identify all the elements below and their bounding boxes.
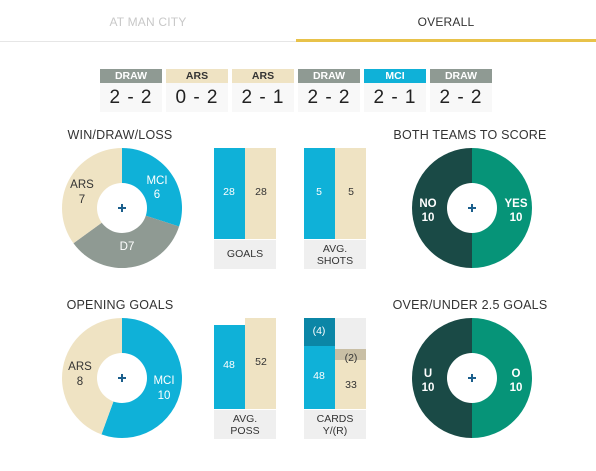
center-plus-icon (468, 204, 476, 212)
opening-goals-title: OPENING GOALS (66, 298, 174, 312)
cards-mci-red-bar (304, 318, 335, 346)
result-badge: DRAW (430, 69, 492, 83)
shots-ars-bar (335, 148, 366, 239)
tab-at-man-city[interactable]: AT MAN CITY (0, 0, 296, 42)
win-draw-loss-title: WIN/DRAW/LOSS (67, 128, 173, 142)
caption-line: CARDS (316, 413, 354, 425)
draw-slice (73, 208, 180, 268)
result-item: DRAW 2 - 2 (100, 69, 162, 112)
result-badge: MCI (364, 69, 426, 83)
btts-donut: YES 10 NO 10 (412, 148, 532, 268)
cards-mci-red-value: (4) (312, 325, 326, 337)
caption-line: AVG. (232, 413, 258, 425)
yes-label: YES (504, 198, 527, 210)
shots-mci-bar (304, 148, 335, 239)
mci-label: MCI (146, 175, 167, 187)
result-score: 2 - 2 (100, 83, 162, 112)
result-item: MCI 2 - 1 (364, 69, 426, 112)
result-item: ARS 0 - 2 (166, 69, 228, 112)
result-score: 2 - 1 (232, 83, 294, 112)
avg-poss-bars: 48 52 (214, 318, 276, 409)
over-value: 10 (510, 382, 523, 394)
goals-bars: 28 28 (214, 148, 276, 239)
result-score: 0 - 2 (166, 83, 228, 112)
result-badge: DRAW (100, 69, 162, 83)
result-score: 2 - 2 (298, 83, 360, 112)
tab-overall[interactable]: OVERALL (296, 0, 596, 42)
opening-goals-donut: MCI 10 ARS 8 (62, 318, 183, 438)
no-slice (412, 148, 472, 268)
goals-ars-bar (245, 148, 276, 239)
ars-label: ARS (68, 361, 92, 373)
mci-value: 10 (158, 390, 171, 402)
poss-ars-value: 52 (255, 356, 267, 368)
poss-mci-bar (214, 325, 245, 409)
shots-ars-value: 5 (348, 186, 354, 198)
goals-caption: GOALS (214, 240, 276, 269)
under-label: U (424, 368, 432, 380)
ars-win-slice (62, 148, 122, 244)
caption-line: AVG. (322, 243, 348, 255)
ars-opening-slice (62, 318, 122, 435)
yes-value: 10 (510, 212, 523, 224)
center-plus-icon (116, 202, 128, 214)
result-item: DRAW 2 - 2 (298, 69, 360, 112)
ars-value: 7 (79, 194, 85, 206)
result-item: ARS 2 - 1 (232, 69, 294, 112)
cards-mci-yellow-bar (304, 346, 335, 409)
over-under-title: OVER/UNDER 2.5 GOALS (392, 298, 548, 312)
caption-line: POSS (230, 425, 260, 437)
result-score: 2 - 1 (364, 83, 426, 112)
no-label: NO (419, 198, 436, 210)
cards-ars-yellow-value: 33 (345, 379, 357, 391)
no-value: 10 (422, 212, 435, 224)
poss-mci-value: 48 (223, 359, 235, 371)
ars-label: ARS (70, 179, 94, 191)
center-plus-icon (468, 374, 476, 382)
result-item: DRAW 2 - 2 (430, 69, 492, 112)
ars-value: 8 (77, 376, 83, 388)
win-draw-loss-donut: MCI 6 ARS 7 D7 (62, 148, 182, 268)
draw-label: D7 (120, 241, 135, 253)
shots-mci-value: 5 (316, 186, 322, 198)
over-slice (472, 318, 532, 438)
yes-slice (472, 148, 532, 268)
under-value: 10 (422, 382, 435, 394)
result-badge: ARS (232, 69, 294, 83)
goals-mci-bar (214, 148, 245, 239)
result-badge: ARS (166, 69, 228, 83)
avg-shots-caption: AVG. SHOTS (304, 240, 366, 269)
goals-mci-value: 28 (223, 186, 235, 198)
under-slice (412, 318, 472, 438)
mci-value: 6 (154, 189, 160, 201)
cards-ars-red-value: (2) (344, 352, 358, 364)
center-plus-icon (118, 374, 126, 382)
over-under-donut: O 10 U 10 (412, 318, 532, 438)
result-score: 2 - 2 (430, 83, 492, 112)
over-label: O (512, 368, 521, 380)
cards-ars-yellow-bar (335, 360, 366, 409)
caption-line: Y/(R) (322, 425, 348, 437)
cards-bars: (4) 48 (2) 33 (304, 318, 366, 409)
goals-ars-value: 28 (255, 186, 267, 198)
caption-line: SHOTS (316, 255, 354, 267)
avg-shots-bars: 5 5 (304, 148, 366, 239)
cards-ars-red-bar (335, 349, 366, 360)
cards-mci-yellow-value: 48 (313, 370, 325, 382)
avg-poss-caption: AVG. POSS (214, 410, 276, 439)
btts-title: BOTH TEAMS TO SCORE (393, 128, 547, 142)
cards-caption: CARDS Y/(R) (304, 410, 366, 439)
mci-label: MCI (153, 375, 174, 387)
poss-ars-bar (245, 318, 276, 409)
result-badge: DRAW (298, 69, 360, 83)
